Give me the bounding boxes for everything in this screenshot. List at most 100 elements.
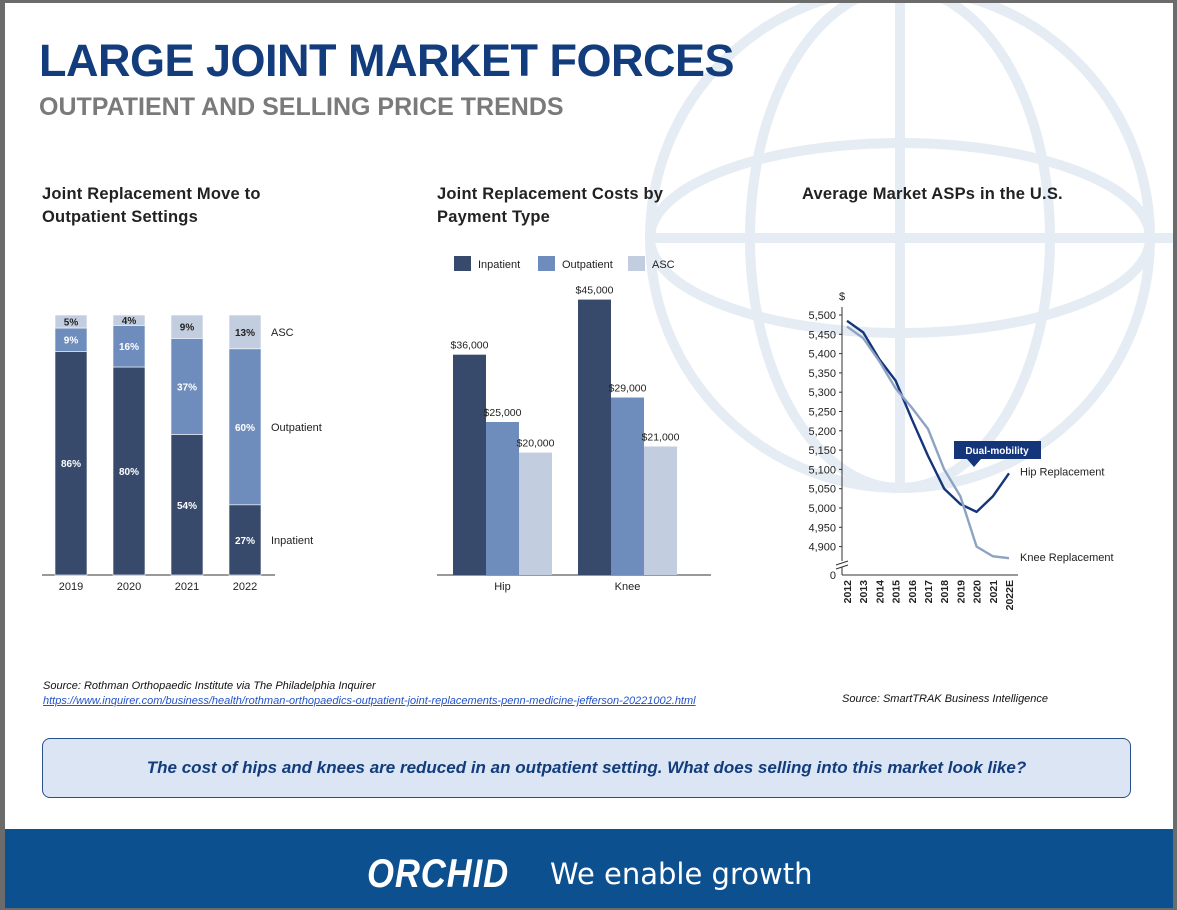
- series-line-knee: [846, 325, 1010, 560]
- y-tick-label: 5,100: [808, 464, 836, 476]
- annotation-pointer: [967, 459, 981, 467]
- x-tick-label: 2020: [972, 580, 984, 604]
- y-tick-label: 5,150: [808, 445, 836, 457]
- x-tick-label: Hip: [494, 581, 511, 593]
- y-tick-label: 5,250: [808, 407, 836, 419]
- legend-swatch-inpatient: [454, 256, 471, 271]
- bar-asc: [519, 452, 552, 575]
- bar-segment-inpatient: [228, 504, 262, 576]
- stacked-bar-chart: 86% 9% 5% 2019 80% 16% 4% 2020 54% 37% 9% 2021 27% 60…: [42, 314, 322, 593]
- axis-break-mark: [835, 564, 849, 570]
- footer-bar: ORCHID We enable growth: [5, 829, 1173, 908]
- y-tick-label: 4,900: [808, 542, 836, 554]
- orchid-logo: ORCHID: [367, 852, 509, 895]
- y-tick-label: 5,050: [808, 484, 836, 496]
- source-left: Source: Rothman Orthopaedic Institute vi…: [43, 680, 376, 692]
- series-label: ASC: [271, 327, 294, 339]
- data-label: 5%: [64, 318, 79, 329]
- series-label: Inpatient: [271, 535, 313, 547]
- data-label: 54%: [177, 501, 197, 512]
- x-tick-label: 2013: [858, 580, 870, 604]
- data-label: 16%: [119, 342, 139, 353]
- tagline: We enable growth: [550, 857, 813, 891]
- data-label: 80%: [119, 467, 139, 478]
- x-tick-label: 2018: [939, 580, 951, 604]
- axis-break-mark: [835, 560, 849, 566]
- x-tick-label: 2019: [59, 581, 83, 593]
- bar-inpatient: [453, 354, 486, 575]
- data-label: 37%: [177, 383, 197, 394]
- legend-swatch-asc: [628, 256, 645, 271]
- data-label: 60%: [235, 423, 255, 434]
- data-label: $36,000: [451, 340, 489, 352]
- data-label: 27%: [235, 536, 255, 547]
- bar-asc: [644, 446, 677, 575]
- x-tick-label: 2022: [233, 581, 257, 593]
- data-label: $25,000: [484, 407, 522, 419]
- bar-segment-asc: [170, 314, 204, 339]
- series-line-hip: [846, 319, 1010, 514]
- chart3-title: Average Market ASPs in the U.S.: [802, 185, 1063, 203]
- x-tick-label: 2016: [907, 580, 919, 604]
- legend-swatch-outpatient: [538, 256, 555, 271]
- callout-box: The cost of hips and knees are reduced i…: [42, 738, 1131, 798]
- x-tick-label: 2020: [117, 581, 141, 593]
- data-label: $20,000: [517, 438, 555, 450]
- callout-text: The cost of hips and knees are reduced i…: [146, 758, 1027, 777]
- y-tick-label: 5,300: [808, 387, 836, 399]
- y-tick-label: 4,950: [808, 522, 836, 534]
- grouped-bar-chart: Inpatient Outpatient ASC $36,000 $25,000 $20,…: [437, 256, 711, 593]
- data-label: $21,000: [642, 431, 680, 443]
- x-tick-label: 2017: [923, 580, 935, 604]
- bar-segment-outpatient: [170, 338, 204, 435]
- series-label: Outpatient: [271, 422, 322, 434]
- legend-label: Inpatient: [478, 259, 520, 271]
- bar-segment-inpatient: [112, 366, 146, 576]
- svg-text:ORCHID: ORCHID: [367, 852, 509, 895]
- chart1-title: Joint Replacement Move to Outpatient Set…: [42, 185, 261, 226]
- annotation-box: [954, 441, 1041, 459]
- bar-segment-outpatient: [228, 348, 262, 506]
- data-label: 9%: [180, 323, 195, 334]
- legend-label: ASC: [652, 259, 675, 271]
- x-tick-label: 2012: [842, 580, 854, 604]
- page-subtitle: OUTPATIENT AND SELLING PRICE TRENDS: [39, 93, 564, 121]
- chart2-title: Joint Replacement Costs by Payment Type: [437, 185, 664, 226]
- bar-segment-asc: [112, 314, 146, 326]
- series-label-knee: Knee Replacement: [1020, 552, 1114, 564]
- x-tick-label: 2015: [891, 580, 903, 604]
- data-label: 13%: [235, 328, 255, 339]
- data-label: $29,000: [609, 383, 647, 395]
- bar-segment-outpatient: [112, 325, 146, 368]
- bar-inpatient: [578, 299, 611, 575]
- data-label: $45,000: [576, 285, 614, 297]
- y-tick-label: 5,450: [808, 329, 836, 341]
- y-tick-label: 5,000: [808, 503, 836, 515]
- globe-watermark: [645, 3, 1173, 493]
- bar-outpatient: [611, 397, 644, 575]
- bar-segment-asc: [228, 314, 262, 350]
- y-tick-label: 5,400: [808, 349, 836, 361]
- x-tick-label: 2014: [874, 580, 886, 604]
- x-tick-label: 2021: [988, 580, 1000, 604]
- y-tick-label: 5,500: [808, 310, 836, 322]
- series-label-hip: Hip Replacement: [1020, 466, 1104, 478]
- annotation-label: Dual-mobility: [965, 446, 1029, 457]
- source-link[interactable]: https://www.inquirer.com/business/health…: [43, 695, 696, 707]
- x-tick-label: Knee: [615, 581, 641, 593]
- data-label: 9%: [64, 336, 79, 347]
- y-tick-label: 5,350: [808, 368, 836, 380]
- x-tick-label: 2019: [955, 580, 967, 604]
- bar-segment-asc: [54, 314, 88, 329]
- bar-outpatient: [486, 422, 519, 575]
- legend-label: Outpatient: [562, 259, 613, 271]
- line-chart: $5,500 5,450 5,400 5,350 5,300 5,250 5,200 5,15…: [808, 291, 1114, 610]
- y-axis-unit: $: [839, 291, 845, 303]
- y-tick-label-zero: 0: [830, 570, 836, 582]
- data-label: 86%: [61, 459, 81, 470]
- page-title: LARGE JOINT MARKET FORCES: [39, 35, 735, 86]
- x-tick-label: 2021: [175, 581, 199, 593]
- data-label: 4%: [122, 316, 137, 327]
- y-tick-label: 5,200: [808, 426, 836, 438]
- slide: LARGE JOINT MARKET FORCES OUTPATIENT AND…: [5, 3, 1173, 908]
